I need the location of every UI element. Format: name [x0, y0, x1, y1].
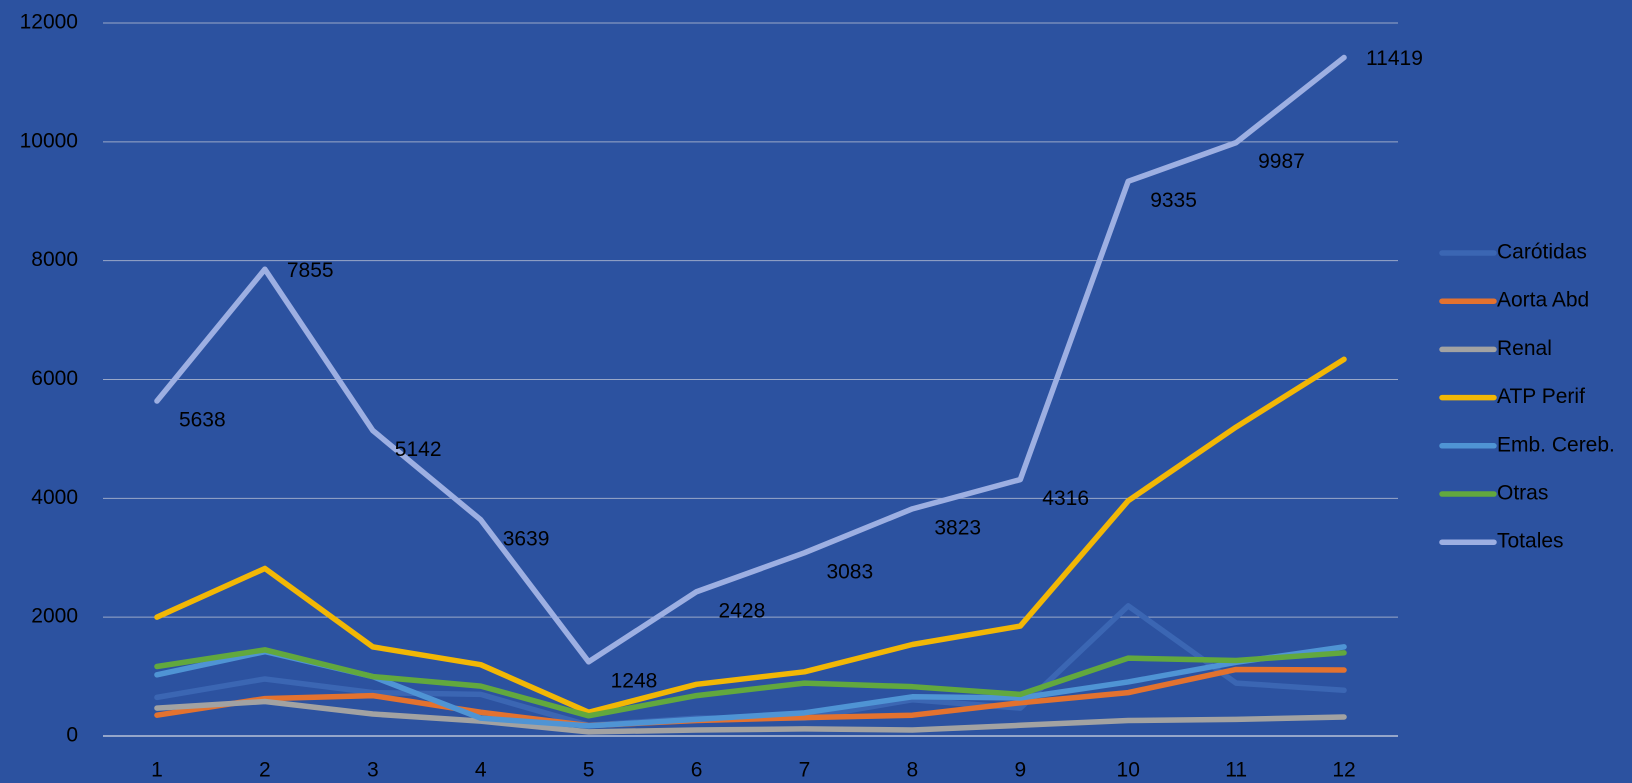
legend-label: Otras	[1497, 482, 1548, 505]
series-line	[154, 698, 1347, 735]
x-tick-label: 10	[1117, 759, 1140, 782]
x-tick-label: 12	[1332, 759, 1355, 782]
data-label: 3823	[934, 516, 981, 539]
data-label: 5142	[395, 438, 442, 461]
y-tick-label: 12000	[20, 11, 78, 34]
data-label: 9987	[1258, 150, 1305, 173]
x-tick-label: 9	[1014, 759, 1026, 782]
data-label: 7855	[287, 259, 334, 282]
data-label: 3083	[826, 560, 873, 583]
data-label: 3639	[503, 527, 550, 550]
y-tick-label: 4000	[31, 486, 78, 509]
y-tick-label: 10000	[20, 129, 78, 152]
series-line	[154, 666, 1347, 729]
legend-label: Aorta Abd	[1497, 289, 1589, 312]
x-tick-label: 11	[1225, 759, 1247, 782]
x-tick-label: 8	[907, 759, 919, 782]
data-label: 4316	[1042, 487, 1089, 510]
x-tick-label: 6	[691, 759, 703, 782]
data-label: 2428	[719, 599, 766, 622]
data-label: 5638	[179, 409, 226, 432]
x-tick-label: 2	[259, 759, 271, 782]
y-tick-label: 2000	[31, 605, 78, 628]
x-tick-label: 3	[367, 759, 379, 782]
series-line	[154, 356, 1347, 715]
series-line	[154, 647, 1347, 719]
series-line	[154, 54, 1347, 665]
legend-label: Renal	[1497, 337, 1552, 360]
data-label: 1248	[611, 669, 658, 692]
data-label: 11419	[1366, 47, 1423, 70]
x-tick-label: 5	[583, 759, 595, 782]
legend-label: Emb. Cereb.	[1497, 433, 1615, 456]
x-tick-label: 1	[151, 759, 163, 782]
x-tick-label: 4	[475, 759, 487, 782]
legend-label: Carótidas	[1497, 241, 1587, 264]
y-tick-label: 0	[66, 724, 78, 747]
legend-label: Totales	[1497, 530, 1564, 553]
legend-label: ATP Perif	[1497, 385, 1585, 408]
y-tick-label: 8000	[31, 248, 78, 271]
x-tick-label: 7	[799, 759, 811, 782]
data-label: 9335	[1150, 189, 1197, 212]
y-tick-label: 6000	[31, 367, 78, 390]
